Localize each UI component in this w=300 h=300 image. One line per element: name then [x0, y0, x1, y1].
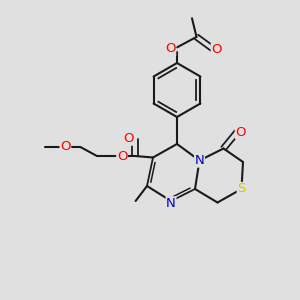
Text: O: O [117, 149, 128, 163]
Text: O: O [123, 132, 134, 145]
Text: O: O [212, 43, 222, 56]
Text: S: S [237, 182, 246, 196]
Text: O: O [60, 140, 71, 154]
Text: N: N [195, 154, 204, 167]
Text: O: O [165, 42, 176, 56]
Text: N: N [166, 197, 176, 210]
Text: O: O [236, 125, 246, 139]
